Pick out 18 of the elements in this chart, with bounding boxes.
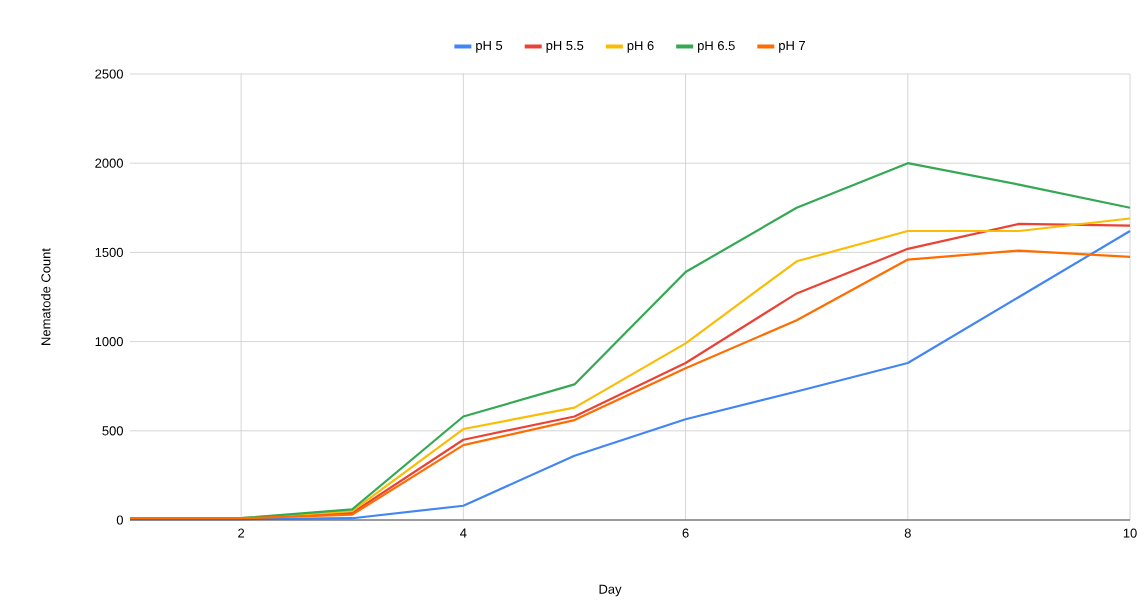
x-tick-label: 10 [1123,528,1137,538]
x-tick-label: 4 [460,528,467,538]
x-tick-label: 6 [682,528,689,538]
legend-label: pH 6.5 [697,40,735,53]
legend-label: pH 7 [779,41,805,53]
legend-label: pH 5.5 [546,41,584,53]
y-tick-label: 2000 [95,158,123,168]
x-tick-label: 2 [238,528,245,538]
y-axis-title: Nematode Count [40,248,51,345]
x-tick-label: 8 [904,528,911,538]
y-tick-label: 1500 [95,247,123,257]
x-axis-title: Day [599,584,622,597]
y-tick-label: 1000 [95,337,123,347]
legend-label: pH 5 [476,41,503,53]
y-tick-label: 2500 [95,69,123,79]
legend-label: pH 6 [627,40,654,53]
y-tick-label: 500 [102,426,123,436]
y-tick-label: 0 [116,515,123,525]
